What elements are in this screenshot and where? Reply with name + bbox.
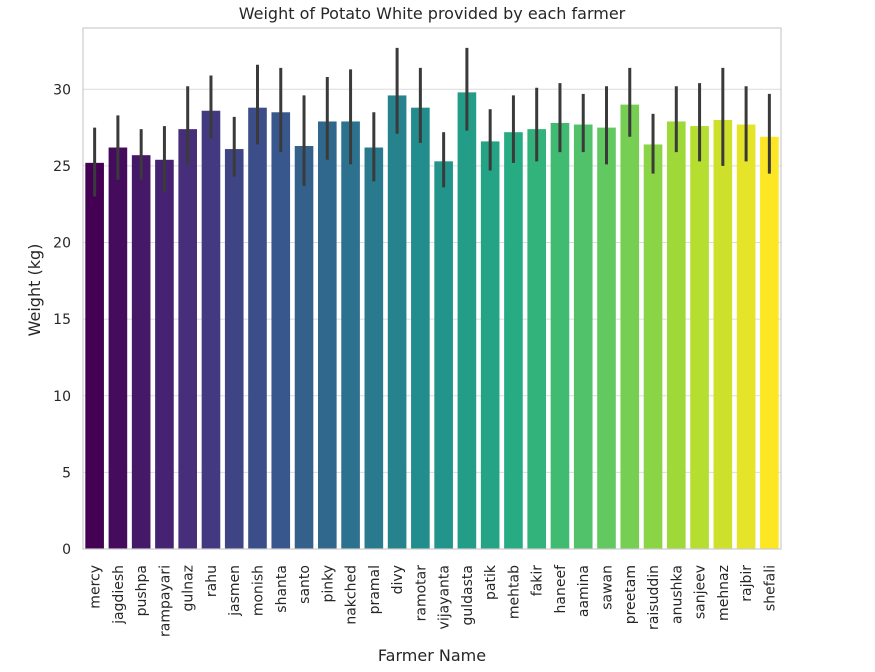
- x-tick-label: vijayanta: [437, 565, 453, 629]
- x-tick-label: raisuddin: [646, 565, 662, 630]
- x-tick-label: guldasta: [460, 565, 476, 625]
- x-tick-label: shanta: [274, 565, 290, 613]
- chart-title: Weight of Potato White provided by each …: [239, 4, 626, 23]
- bar-mehnaz: [713, 119, 733, 550]
- x-tick-label: santo: [297, 565, 313, 604]
- bar-santo: [294, 145, 314, 549]
- bar-rampayari: [155, 159, 174, 549]
- bar-raisuddin: [643, 144, 663, 550]
- bar-shanta: [271, 112, 291, 549]
- x-tick-label: rajbir: [739, 565, 755, 602]
- bar-shefali: [760, 136, 779, 549]
- bar-pinky: [317, 121, 337, 550]
- grid-lines: [83, 88, 781, 550]
- x-tick-label: pramal: [367, 565, 383, 614]
- x-tick-label: nakched: [344, 565, 360, 625]
- x-tick-label: aamina: [576, 565, 592, 617]
- x-tick-label: rampayari: [157, 565, 173, 637]
- y-tick-label: 15: [53, 312, 71, 328]
- x-tick-label: monish: [251, 565, 267, 616]
- bar-rahu: [201, 110, 221, 549]
- x-tick-label: mercy: [88, 565, 104, 609]
- bar-haneef: [550, 123, 570, 549]
- x-tick-label: anushka: [669, 565, 685, 624]
- bar-monish: [248, 107, 267, 550]
- x-tick-label: sawan: [600, 565, 616, 610]
- x-tick-label: fakir: [530, 565, 546, 597]
- bar-sanjeev: [690, 126, 709, 549]
- x-axis-label: Farmer Name: [378, 646, 486, 665]
- bar-preetam: [620, 104, 640, 549]
- bar-nakched: [341, 121, 360, 550]
- x-tick-label: haneef: [553, 564, 569, 614]
- bar-ramotar: [411, 107, 430, 550]
- bar-gulnaz: [178, 129, 198, 549]
- x-tick-label: mehnaz: [716, 565, 732, 621]
- bar-guldasta: [457, 92, 477, 549]
- bar-vijayanta: [434, 161, 453, 550]
- x-tick-label: sanjeev: [693, 565, 709, 619]
- bar-anushka: [666, 121, 686, 550]
- y-tick-label: 25: [53, 159, 71, 175]
- bar-patik: [480, 141, 500, 550]
- x-tick-label: shefali: [762, 565, 778, 611]
- x-tick-label: preetam: [623, 565, 639, 624]
- x-tick-label: jasmen: [227, 565, 243, 617]
- x-tick-label: jagdiesh: [111, 565, 127, 625]
- bar-mehtab: [504, 132, 523, 549]
- y-tick-labels: 0 5 10 15 20 25 30: [53, 82, 71, 558]
- x-tick-label: pushpa: [134, 565, 150, 616]
- x-tick-label: gulnaz: [181, 565, 197, 611]
- y-tick-label: 20: [53, 236, 71, 252]
- bar-pramal: [364, 147, 384, 549]
- plot-frame: [82, 27, 782, 550]
- x-tick-labels: mercy jagdiesh pushpa rampayari gulnaz rahu ja…: [88, 564, 779, 637]
- y-axis-label: Weight (kg): [25, 244, 44, 337]
- x-tick-label: divy: [390, 565, 406, 594]
- y-tick-label: 0: [62, 542, 71, 558]
- x-tick-label: pinky: [320, 565, 336, 603]
- x-tick-label: mehtab: [506, 565, 522, 619]
- x-tick-label: ramotar: [413, 565, 429, 622]
- error-bars: [93, 47, 771, 197]
- bar-pushpa: [131, 155, 151, 549]
- bar-aamina: [573, 124, 593, 549]
- y-tick-label: 10: [53, 389, 71, 405]
- x-tick-label: rahu: [204, 565, 220, 597]
- x-tick-label: patik: [483, 564, 499, 600]
- bar-sawan: [597, 127, 616, 550]
- y-tick-label: 30: [53, 82, 71, 98]
- bars: [85, 92, 779, 550]
- y-tick-label: 5: [62, 465, 71, 481]
- bar-jagdiesh: [108, 147, 128, 549]
- bar-rajbir: [736, 124, 756, 549]
- bar-divy: [387, 95, 407, 550]
- bar-fakir: [527, 129, 547, 549]
- bar-jasmen: [224, 149, 244, 549]
- bar-mercy: [85, 162, 104, 550]
